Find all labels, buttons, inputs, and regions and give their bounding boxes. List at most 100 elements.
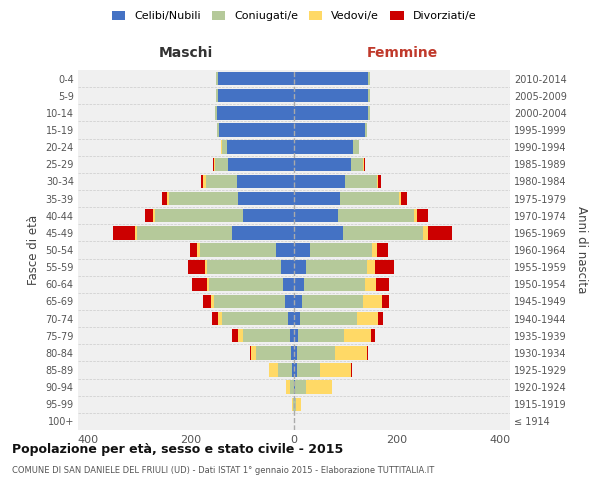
Bar (294, 140, 353, 154)
Bar (215, 158, 228, 171)
Text: Maschi: Maschi (159, 46, 213, 60)
Bar (242, 329, 290, 342)
Bar (307, 380, 332, 394)
Bar (278, 364, 292, 376)
Bar (372, 244, 377, 256)
Bar (205, 260, 207, 274)
Bar (155, 209, 242, 222)
Bar (283, 278, 294, 291)
Bar (276, 244, 294, 256)
Bar (250, 346, 251, 360)
Bar (294, 380, 295, 394)
Bar (209, 278, 283, 291)
Bar (371, 329, 375, 342)
Bar (242, 209, 294, 222)
Bar (338, 209, 414, 222)
Bar (294, 244, 310, 256)
Bar (294, 398, 296, 411)
Bar (218, 72, 294, 86)
Bar (153, 209, 155, 222)
Bar (414, 209, 418, 222)
Bar (294, 364, 296, 376)
Bar (302, 294, 363, 308)
Bar (206, 174, 238, 188)
Bar (292, 398, 293, 411)
Bar (214, 158, 215, 171)
Bar (376, 278, 389, 291)
Bar (281, 260, 294, 274)
Bar (300, 312, 357, 326)
Bar (377, 174, 379, 188)
Bar (216, 89, 218, 102)
Bar (294, 106, 368, 120)
Bar (238, 192, 294, 205)
Bar (307, 260, 367, 274)
Bar (288, 312, 294, 326)
Bar (220, 124, 294, 136)
Bar (296, 398, 301, 411)
Bar (217, 124, 220, 136)
Bar (294, 174, 346, 188)
Bar (203, 174, 206, 188)
Bar (190, 244, 197, 256)
Bar (256, 346, 292, 360)
Bar (167, 192, 169, 205)
Bar (227, 140, 294, 154)
Bar (375, 260, 394, 274)
Bar (422, 226, 428, 239)
Bar (294, 329, 298, 342)
Bar (353, 140, 359, 154)
Bar (290, 329, 294, 342)
Bar (145, 209, 153, 222)
Bar (294, 158, 350, 171)
Bar (137, 226, 232, 239)
Bar (379, 312, 383, 326)
Bar (292, 364, 294, 376)
Bar (251, 346, 256, 360)
Bar (340, 192, 400, 205)
Bar (206, 278, 209, 291)
Legend: Celibi/Nubili, Coniugati/e, Vedovi/e, Divorziati/e: Celibi/Nubili, Coniugati/e, Vedovi/e, Di… (112, 11, 476, 21)
Bar (203, 294, 211, 308)
Bar (294, 226, 343, 239)
Bar (217, 106, 294, 120)
Bar (294, 124, 365, 136)
Bar (382, 294, 389, 308)
Bar (298, 329, 344, 342)
Bar (296, 364, 320, 376)
Y-axis label: Anni di nascita: Anni di nascita (575, 206, 588, 294)
Bar (335, 346, 367, 360)
Text: Femmine: Femmine (367, 46, 437, 60)
Bar (379, 174, 381, 188)
Text: Popolazione per età, sesso e stato civile - 2015: Popolazione per età, sesso e stato civil… (12, 442, 343, 456)
Bar (320, 364, 350, 376)
Bar (228, 158, 294, 171)
Bar (294, 346, 296, 360)
Bar (214, 294, 285, 308)
Bar (296, 346, 335, 360)
Bar (350, 364, 352, 376)
Bar (212, 312, 218, 326)
Bar (310, 244, 372, 256)
Bar (293, 398, 294, 411)
Bar (269, 364, 278, 376)
Bar (400, 192, 401, 205)
Bar (232, 226, 294, 239)
Text: COMUNE DI SAN DANIELE DEL FRIULI (UD) - Dati ISTAT 1° gennaio 2015 - Elaborazion: COMUNE DI SAN DANIELE DEL FRIULI (UD) - … (12, 466, 434, 475)
Bar (238, 329, 242, 342)
Bar (197, 244, 200, 256)
Bar (294, 209, 338, 222)
Bar (367, 260, 375, 274)
Bar (134, 226, 137, 239)
Y-axis label: Fasce di età: Fasce di età (27, 215, 40, 285)
Bar (216, 72, 218, 86)
Bar (367, 346, 368, 360)
Bar (295, 380, 307, 394)
Bar (285, 294, 294, 308)
Bar (350, 158, 364, 171)
Bar (304, 278, 365, 291)
Bar (238, 174, 294, 188)
Bar (364, 158, 365, 171)
Bar (162, 192, 167, 205)
Bar (218, 89, 294, 102)
